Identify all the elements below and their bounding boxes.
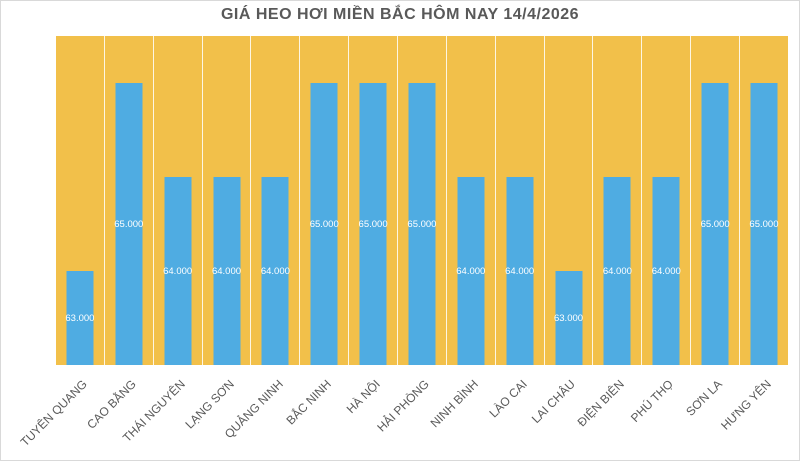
bar-column: 65.000	[690, 36, 739, 365]
x-axis-label: BẮC NINH	[283, 377, 335, 428]
bar: 64.000	[211, 177, 242, 365]
bar: 63.000	[553, 271, 584, 365]
chart-title: GIÁ HEO HƠI MIỀN BẮC HÔM NAY 14/4/2026	[220, 6, 580, 23]
bar-value-label: 64.000	[260, 265, 290, 277]
bar-value-label: 65.000	[700, 218, 730, 230]
x-axis-label: LÀO CAI	[486, 377, 530, 421]
bar-value-label: 63.000	[65, 312, 95, 324]
x-axis-label: SƠN LA	[682, 377, 725, 419]
bar-value-label: 65.000	[749, 218, 779, 230]
bar: 64.000	[456, 177, 486, 365]
x-axis-label: LAI CHÂU	[529, 377, 579, 427]
bar: 65.000	[407, 83, 437, 365]
bar-column: 64.000	[592, 36, 641, 365]
bar: 65.000	[700, 83, 730, 365]
bar-column: 65.000	[299, 36, 348, 365]
bar-column: 64.000	[250, 36, 299, 365]
bar-column: 63.000	[543, 36, 593, 365]
x-axis-label: HƯNG YÊN	[717, 377, 774, 433]
bar-column: 64.000	[494, 36, 544, 365]
x-axis-label: HÀ NỘI	[343, 377, 384, 417]
bar-column: 65.000	[103, 36, 153, 365]
bar-column: 64.000	[641, 36, 690, 365]
bar: 65.000	[749, 83, 779, 365]
bar-column: 64.000	[152, 36, 202, 365]
bar-value-label: 64.000	[456, 265, 486, 277]
bar: 65.000	[309, 83, 339, 365]
bar-value-label: 64.000	[211, 265, 242, 277]
bar-column: 63.000	[56, 36, 104, 365]
bar-column: 64.000	[445, 36, 495, 365]
bar-value-label: 65.000	[309, 218, 339, 230]
bar-value-label: 65.000	[358, 218, 388, 230]
x-axis-label: QUẢNG NINH	[221, 377, 286, 442]
bar-value-label: 64.000	[505, 265, 535, 277]
x-axis-label: ĐIỆN BIÊN	[574, 377, 628, 430]
bar-value-label: 65.000	[114, 218, 144, 230]
bar-column: 64.000	[201, 36, 251, 365]
x-axis-label: TUYÊN QUANG	[18, 377, 91, 450]
bar: 64.000	[505, 177, 535, 365]
bar: 64.000	[260, 177, 290, 365]
bar-value-label: 65.000	[407, 218, 437, 230]
bar: 65.000	[358, 83, 388, 365]
x-axis-label: NINH BÌNH	[427, 377, 481, 431]
bar-value-label: 64.000	[651, 265, 681, 277]
bar-column: 65.000	[348, 36, 397, 365]
x-axis-label: LẠNG SƠN	[182, 377, 237, 432]
bar-column: 65.000	[397, 36, 446, 365]
bar: 63.000	[65, 271, 95, 365]
bar: 64.000	[602, 177, 632, 365]
bar-column: 65.000	[739, 36, 788, 365]
x-axis-label: THÁI NGUYÊN	[120, 377, 188, 445]
bar: 64.000	[651, 177, 681, 365]
bar-value-label: 63.000	[553, 312, 584, 324]
bar: 64.000	[163, 177, 193, 365]
bar-value-label: 64.000	[163, 265, 193, 277]
bar: 65.000	[114, 83, 144, 365]
x-axis-label: PHÚ THỌ	[627, 377, 676, 425]
bar-value-label: 64.000	[602, 265, 632, 277]
x-axis-label: HẢI PHÒNG	[374, 377, 432, 435]
plot-area: 63.000 65.000 64.000 64.000 64.000 65.000 65.0…	[56, 36, 788, 365]
x-axis-label: CAO BẰNG	[84, 377, 140, 432]
